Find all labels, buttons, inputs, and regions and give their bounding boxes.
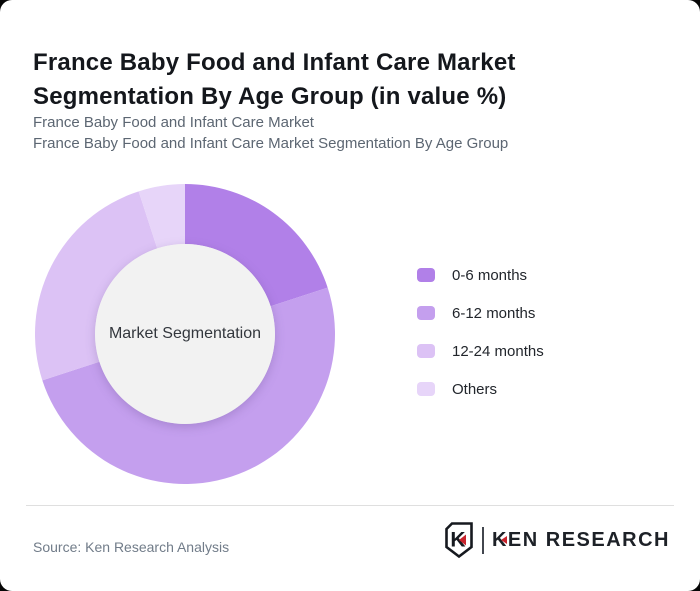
logo-k-letter: K [491, 528, 508, 551]
subtitle: France Baby Food and Infant Care Market … [33, 112, 508, 154]
logo-wordmark: K EN RESEARCH [492, 529, 670, 552]
logo-wordmark-rest: EN RESEARCH [507, 528, 670, 551]
subtitle-line-1: France Baby Food and Infant Care Market [33, 114, 314, 131]
shield-letter: K [450, 529, 465, 552]
legend-label: 0-6 months [452, 266, 528, 284]
legend-label: 12-24 months [452, 342, 544, 360]
shield-red-triangle [458, 534, 466, 546]
legend-swatch [417, 344, 435, 358]
ken-research-logo: K K EN RESEARCH [444, 521, 670, 559]
legend-swatch [417, 382, 435, 396]
legend-label: Others [452, 380, 498, 398]
legend-swatch [417, 306, 435, 320]
subtitle-line-2: France Baby Food and Infant Care Market … [33, 135, 509, 152]
wordmark-red-triangle [500, 536, 507, 544]
legend-item-others[interactable]: Others [417, 380, 544, 398]
footer-divider [26, 505, 674, 506]
legend-label: 6-12 months [452, 304, 536, 322]
donut-center-circle [95, 244, 275, 424]
logo-separator [481, 526, 484, 554]
page-title: France Baby Food and Infant Care Market … [33, 49, 516, 111]
donut-slice-12-24-months[interactable] [35, 191, 158, 381]
legend-item-6-12-months[interactable]: 6-12 months [417, 304, 544, 322]
donut-svg[interactable] [35, 184, 335, 484]
legend-swatch [417, 268, 435, 282]
donut-slice-others[interactable] [138, 184, 185, 249]
logo-shield-icon: K [445, 522, 473, 559]
donut-slice-0-6-months[interactable] [185, 184, 328, 307]
source-text: Source: Ken Research Analysis [33, 539, 230, 555]
legend-item-12-24-months[interactable]: 12-24 months [417, 342, 544, 360]
legend-item-0-6-months[interactable]: 0-6 months [417, 266, 544, 284]
donut-slice-6-12-months[interactable] [42, 287, 335, 484]
legend: 0-6 months 6-12 months 12-24 months Others [417, 266, 544, 420]
donut-chart: Market Segmentation [35, 184, 335, 484]
